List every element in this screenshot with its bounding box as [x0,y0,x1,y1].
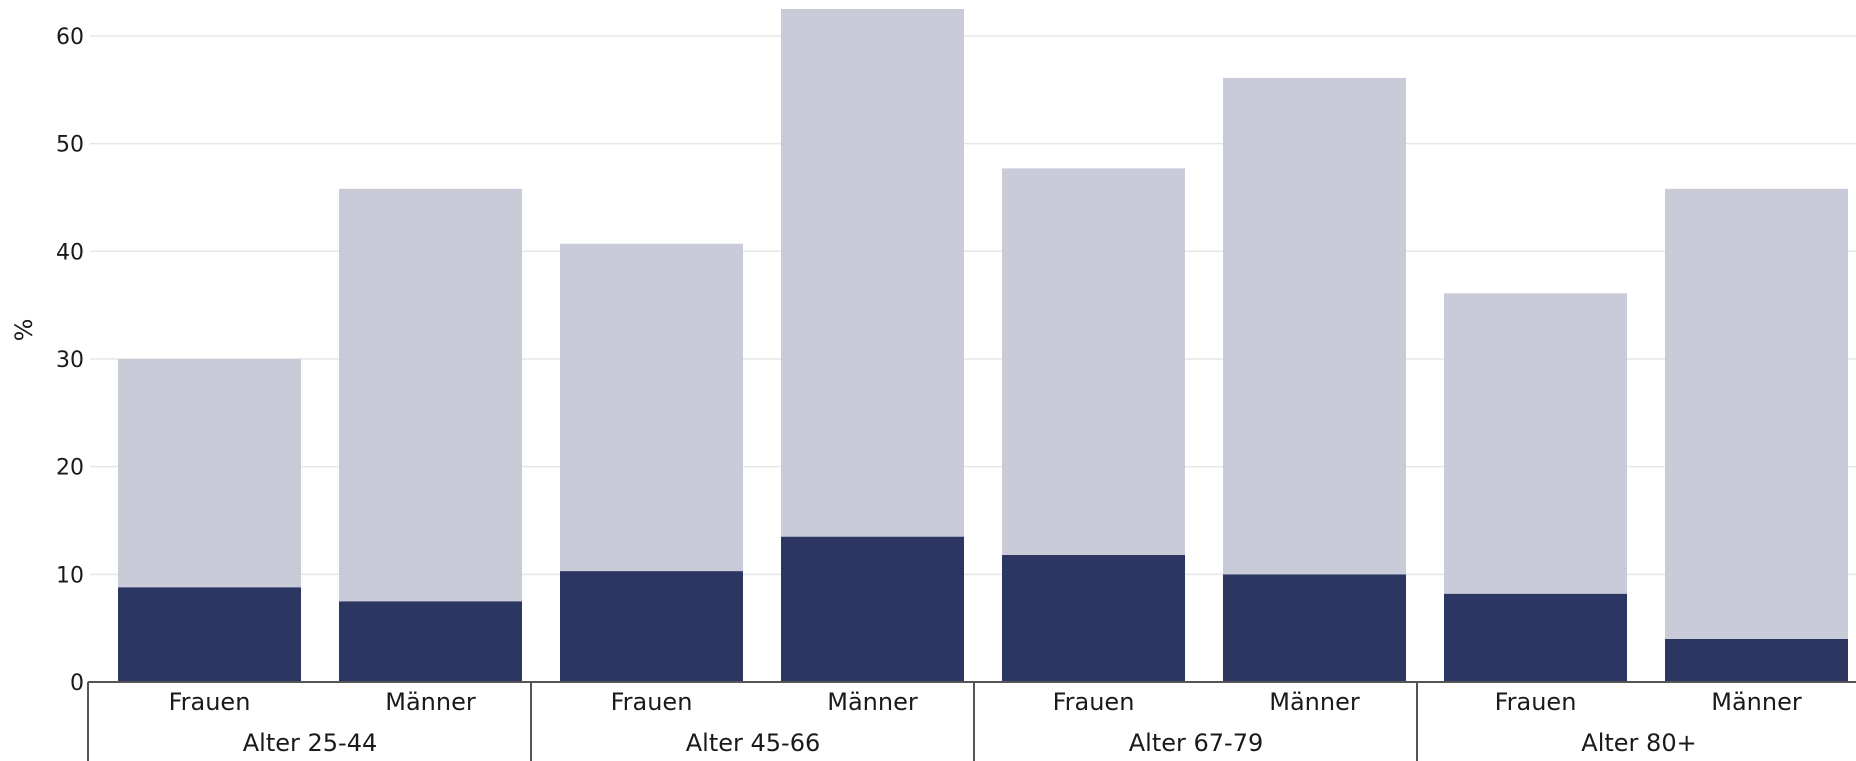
x-category-label: Frauen [1053,688,1135,716]
bar-segment-upper [560,243,743,572]
x-category-label: Frauen [611,688,693,716]
y-axis-title: % [10,319,38,342]
x-group-label: Alter 45-66 [686,729,821,757]
y-tick-label: 60 [56,25,84,50]
y-tick-label: 10 [56,563,84,588]
x-category-label: Frauen [1495,688,1577,716]
bar-segment-lower [1444,593,1627,682]
bar-segment-lower [118,587,301,682]
axes: 0 10 20 30 40 50 60 Frauen Männer Frauen Männer Fra… [56,25,1856,761]
bar-segment-upper [118,358,301,588]
bars [118,9,1848,682]
bar-segment-lower [1223,574,1406,682]
bar-segment-lower [1665,638,1848,682]
bar-segment-upper [1665,188,1848,639]
x-category-label: Männer [827,688,918,716]
x-category-label: Männer [385,688,476,716]
bar-segment-upper [781,9,964,537]
x-category-label: Frauen [169,688,251,716]
y-tick-label: 50 [56,133,84,158]
x-category-label: Männer [1711,688,1802,716]
y-tick-label: 30 [56,348,84,373]
bar-segment-upper [1223,77,1406,575]
bar-segment-upper [1444,293,1627,594]
bar-segment-upper [339,188,522,602]
y-tick-label: 40 [56,240,84,265]
bar-segment-lower [781,536,964,682]
bar-segment-upper [1002,168,1185,555]
x-group-label: Alter 80+ [1581,729,1696,757]
y-tick-label: 0 [70,671,84,696]
y-tick-label: 20 [56,456,84,481]
bar-segment-lower [1002,554,1185,682]
x-group-label: Alter 67-79 [1129,729,1264,757]
bar-segment-lower [339,601,522,682]
x-category-label: Männer [1269,688,1360,716]
x-group-label: Alter 25-44 [243,729,378,757]
bar-segment-lower [560,571,743,682]
